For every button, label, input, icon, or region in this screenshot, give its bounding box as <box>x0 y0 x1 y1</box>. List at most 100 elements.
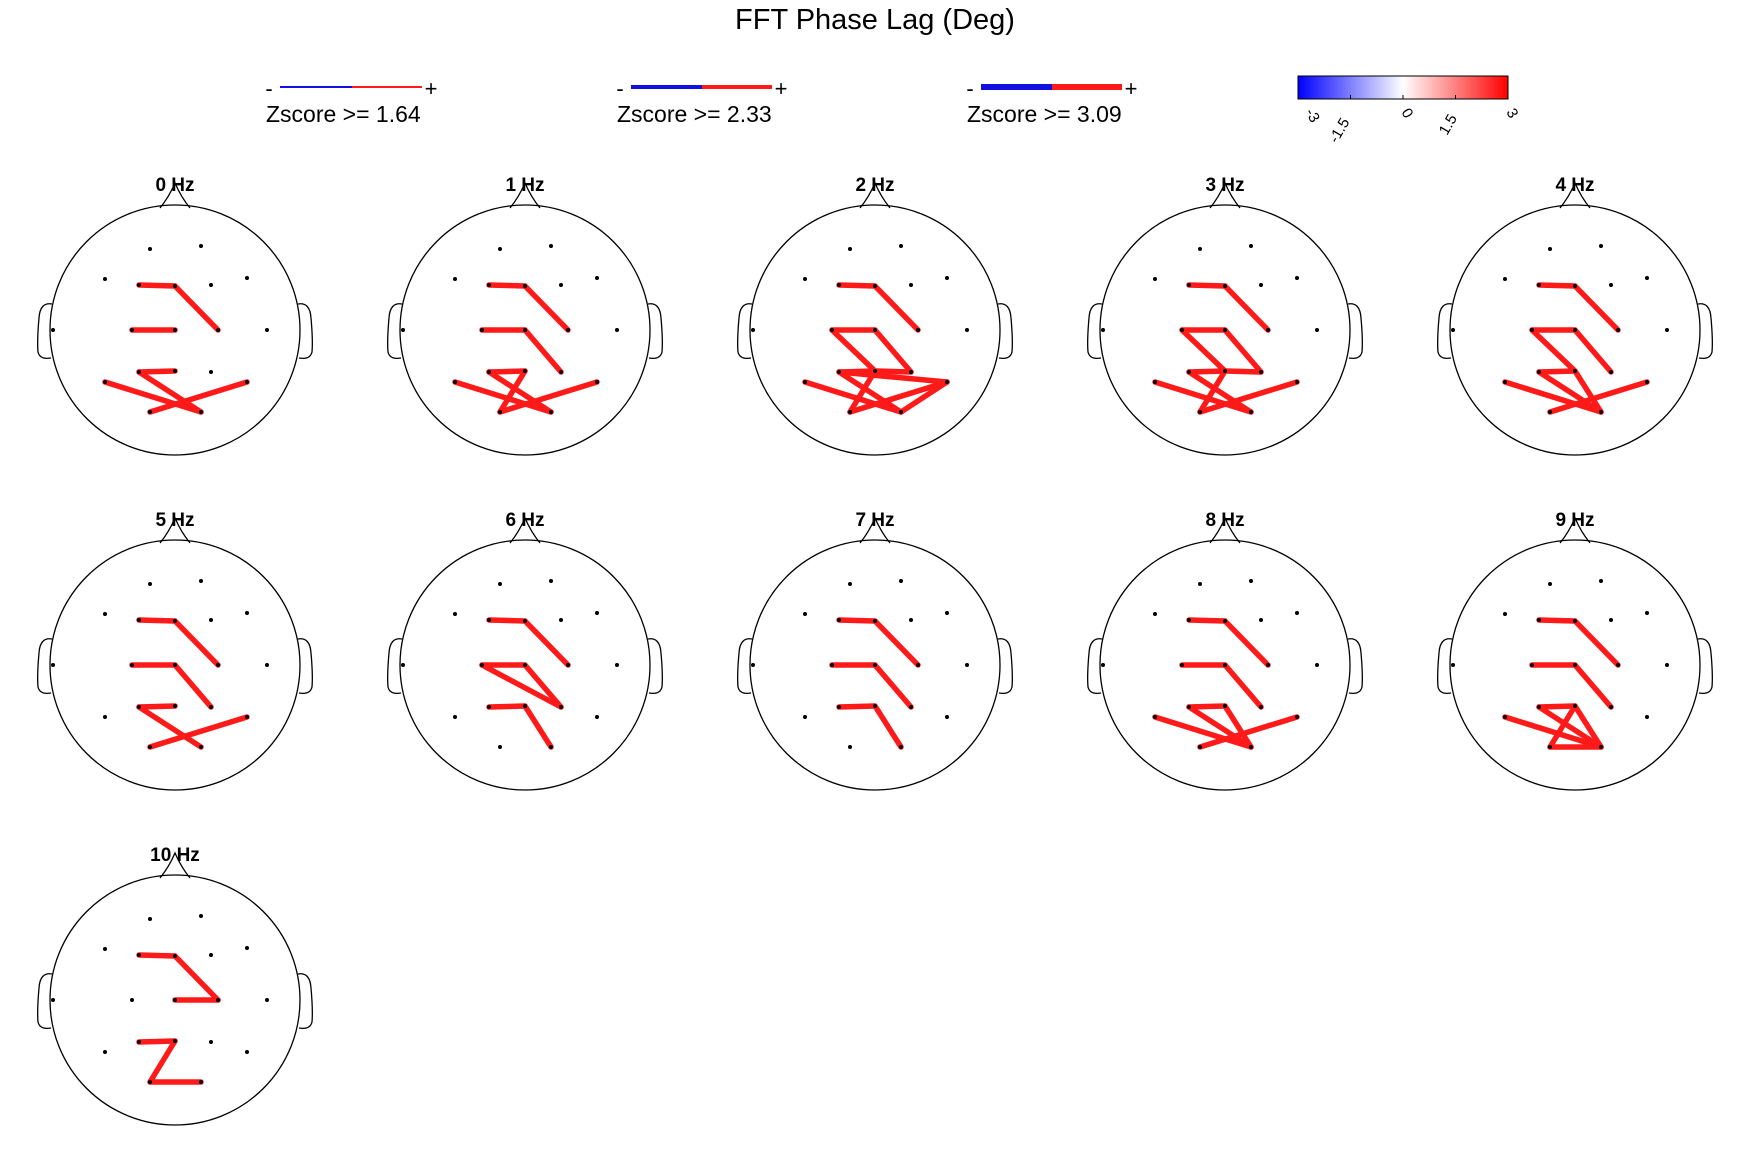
electrode-dot <box>480 663 484 667</box>
electrode-dot <box>1153 612 1157 616</box>
head-outline <box>49 874 301 1126</box>
nose-outline <box>1559 516 1591 544</box>
electrode-dot <box>1616 328 1620 332</box>
electrode-dot <box>1530 663 1534 667</box>
electrode-dot <box>245 380 249 384</box>
connection-line <box>486 282 528 289</box>
electrode-dot <box>595 611 599 615</box>
electrode-dot <box>148 582 152 586</box>
electrode-dot <box>837 618 841 622</box>
head-outline <box>749 204 1001 456</box>
electrode-dot <box>1573 284 1577 288</box>
electrode-dot <box>1599 745 1603 749</box>
electrode-dot <box>916 663 920 667</box>
head-map: 5 Hz <box>37 510 313 791</box>
electrode-dot <box>103 380 107 384</box>
electrode-dot <box>1259 283 1263 287</box>
electrode-dot <box>1537 283 1541 287</box>
connection-line <box>802 379 904 415</box>
connection-line <box>1152 714 1254 750</box>
electrode-dot <box>1503 715 1507 719</box>
left-ear-outline <box>37 303 53 360</box>
connection-line <box>522 618 571 668</box>
electrode-dot <box>1609 283 1613 287</box>
head-outline <box>49 539 301 791</box>
electrode-dot <box>103 715 107 719</box>
connection-line <box>1197 368 1228 415</box>
electrode-dot <box>1609 705 1613 709</box>
electrode-dot <box>1665 328 1669 332</box>
electrode-dot <box>1645 715 1649 719</box>
connection-line <box>522 327 564 375</box>
legend-minus-sign: - <box>265 76 272 101</box>
connection-line <box>1197 714 1300 750</box>
connection-line <box>522 662 564 710</box>
connection-line <box>136 369 204 415</box>
head-title: 9 Hz <box>1555 510 1594 531</box>
electrode-dot <box>173 663 177 667</box>
electrode-dot <box>1537 370 1541 374</box>
head-title: 1 Hz <box>505 175 544 196</box>
connection-line <box>1186 368 1228 375</box>
electrode-dot <box>498 582 502 586</box>
electrode-dot <box>899 410 903 414</box>
electrode-dot <box>1295 380 1299 384</box>
connection-line <box>829 327 878 374</box>
electrode-dot <box>487 283 491 287</box>
head-title: 4 Hz <box>1555 175 1594 196</box>
connection-line <box>872 662 914 710</box>
connection-line <box>1536 368 1578 375</box>
electrode-dot <box>453 380 457 384</box>
nose-outline <box>509 516 541 544</box>
electrode-dot <box>945 276 949 280</box>
nose-outline <box>159 516 191 544</box>
electrode-dot <box>1223 369 1227 373</box>
connection-line <box>1186 369 1254 415</box>
electrode-dot <box>1223 704 1227 708</box>
connection-line <box>1536 282 1578 289</box>
connection-line <box>1222 703 1254 750</box>
electrode-dot <box>1101 663 1105 667</box>
electrode-dot <box>103 277 107 281</box>
electrode-dot <box>173 954 177 958</box>
legend-label: Zscore >= 2.33 <box>617 101 772 127</box>
electrode-dot <box>909 370 913 374</box>
connection-line <box>1222 662 1264 710</box>
left-ear-outline <box>737 303 753 360</box>
electrode-dot <box>209 370 213 374</box>
electrode-dot <box>848 247 852 251</box>
electrode-dot <box>1187 283 1191 287</box>
electrode-dot <box>1223 284 1227 288</box>
connection-line <box>1502 379 1604 415</box>
electrode-dot <box>401 328 405 332</box>
connection-line <box>1536 617 1578 624</box>
electrode-dot <box>1198 247 1202 251</box>
electrode-dot <box>566 663 570 667</box>
electrode-dot <box>148 410 152 414</box>
electrode-dot <box>1249 410 1253 414</box>
electrode-dot <box>549 410 553 414</box>
electrode-dot <box>848 410 852 414</box>
electrode-dot <box>909 283 913 287</box>
head-title: 8 Hz <box>1205 510 1244 531</box>
right-ear-outline <box>297 973 313 1030</box>
connection-line <box>452 379 554 415</box>
electrode-dot <box>453 612 457 616</box>
electrode-dot <box>148 745 152 749</box>
electrode-dot <box>1223 663 1227 667</box>
electrode-dot <box>899 745 903 749</box>
electrode-dot <box>1503 380 1507 384</box>
electrode-dot <box>1548 247 1552 251</box>
connection-line <box>522 283 571 333</box>
electrode-dot <box>1665 663 1669 667</box>
connection-line <box>172 618 221 668</box>
electrode-dot <box>173 328 177 332</box>
electrode-dot <box>245 276 249 280</box>
colorbar-tick-label: 3 <box>1503 106 1522 122</box>
electrode-dot <box>137 283 141 287</box>
electrode-dot <box>103 612 107 616</box>
connection-line <box>872 368 914 375</box>
electrode-dot <box>480 328 484 332</box>
electrode-dot <box>216 328 220 332</box>
electrode-dot <box>615 663 619 667</box>
